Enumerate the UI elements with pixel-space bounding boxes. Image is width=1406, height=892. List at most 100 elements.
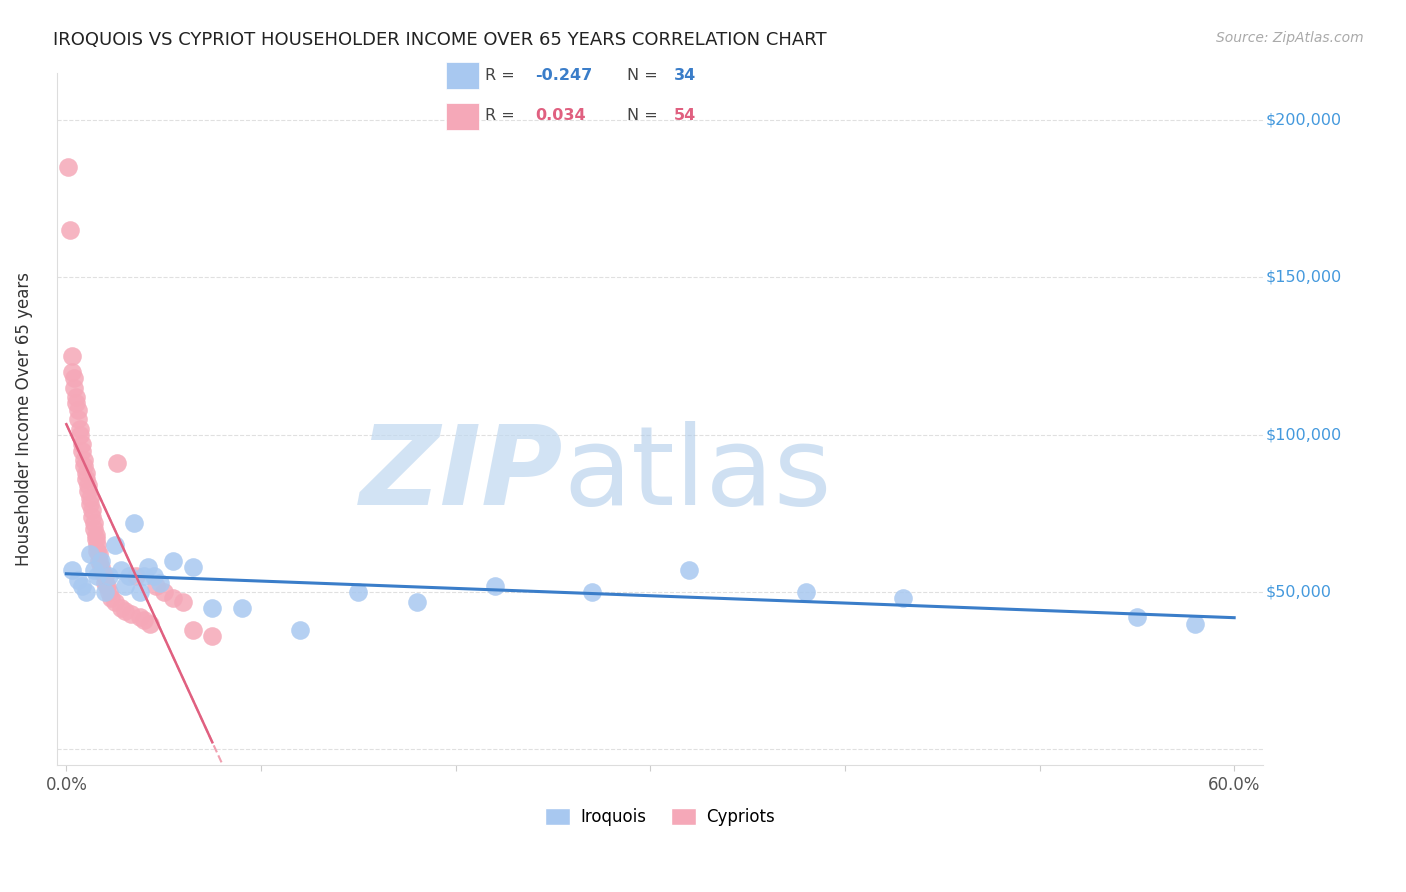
- Point: [162, 554, 184, 568]
- Point: [181, 560, 204, 574]
- Point: [73, 459, 96, 474]
- Point: [83, 516, 105, 530]
- Text: ZIP: ZIP: [360, 421, 564, 528]
- Point: [100, 591, 122, 606]
- Point: [405, 594, 427, 608]
- Point: [98, 585, 121, 599]
- Text: 54: 54: [673, 108, 696, 123]
- Point: [114, 604, 136, 618]
- Point: [149, 575, 172, 590]
- Point: [65, 396, 87, 410]
- Point: [142, 569, 165, 583]
- Point: [105, 456, 128, 470]
- Point: [58, 161, 80, 175]
- Point: [79, 491, 101, 505]
- Point: [145, 579, 167, 593]
- Point: [110, 563, 132, 577]
- Point: [83, 522, 105, 536]
- Point: [104, 538, 127, 552]
- Point: [89, 547, 111, 561]
- Y-axis label: Householder Income Over 65 years: Householder Income Over 65 years: [15, 272, 32, 566]
- Point: [80, 503, 103, 517]
- Point: [794, 585, 817, 599]
- Point: [484, 579, 506, 593]
- Point: [181, 623, 204, 637]
- Point: [69, 421, 91, 435]
- Text: R =: R =: [485, 108, 520, 123]
- Point: [162, 591, 184, 606]
- Text: 0.034: 0.034: [534, 108, 586, 123]
- Point: [75, 472, 97, 486]
- Text: atlas: atlas: [564, 421, 832, 528]
- Bar: [446, 62, 479, 89]
- Point: [60, 563, 83, 577]
- Text: IROQUOIS VS CYPRIOT HOUSEHOLDER INCOME OVER 65 YEARS CORRELATION CHART: IROQUOIS VS CYPRIOT HOUSEHOLDER INCOME O…: [53, 31, 827, 49]
- Point: [347, 585, 370, 599]
- Point: [66, 412, 89, 426]
- Point: [60, 365, 83, 379]
- Point: [66, 573, 89, 587]
- Point: [84, 532, 107, 546]
- Point: [125, 569, 148, 583]
- Point: [581, 585, 603, 599]
- Point: [117, 569, 139, 583]
- Point: [79, 497, 101, 511]
- Point: [201, 629, 224, 643]
- Point: [90, 554, 112, 568]
- Text: $50,000: $50,000: [1265, 584, 1331, 599]
- Point: [104, 594, 127, 608]
- Point: [80, 509, 103, 524]
- Point: [96, 579, 118, 593]
- Point: [231, 600, 253, 615]
- Point: [75, 466, 97, 480]
- Point: [83, 563, 105, 577]
- Point: [79, 547, 101, 561]
- Point: [76, 484, 98, 499]
- Point: [129, 610, 152, 624]
- Point: [76, 478, 98, 492]
- Point: [114, 579, 136, 593]
- Point: [70, 437, 93, 451]
- Text: 34: 34: [673, 68, 696, 83]
- Point: [73, 453, 96, 467]
- Text: $200,000: $200,000: [1265, 112, 1341, 128]
- Text: Source: ZipAtlas.com: Source: ZipAtlas.com: [1216, 31, 1364, 45]
- Text: N =: N =: [627, 108, 664, 123]
- Text: $100,000: $100,000: [1265, 427, 1341, 442]
- Text: -0.247: -0.247: [534, 68, 592, 83]
- Point: [134, 569, 156, 583]
- Point: [75, 585, 97, 599]
- Point: [63, 371, 86, 385]
- Point: [86, 569, 108, 583]
- Text: R =: R =: [485, 68, 520, 83]
- Point: [70, 579, 93, 593]
- Point: [90, 560, 112, 574]
- Point: [136, 560, 159, 574]
- Point: [86, 538, 108, 552]
- Point: [120, 607, 142, 622]
- Point: [66, 402, 89, 417]
- Point: [1126, 610, 1149, 624]
- Point: [139, 616, 162, 631]
- Point: [152, 585, 174, 599]
- Point: [94, 575, 117, 590]
- Point: [129, 585, 152, 599]
- Point: [98, 569, 121, 583]
- Point: [69, 427, 91, 442]
- Point: [60, 349, 83, 363]
- Point: [65, 390, 87, 404]
- Point: [94, 569, 117, 583]
- Point: [63, 381, 86, 395]
- Point: [891, 591, 914, 606]
- Text: N =: N =: [627, 68, 664, 83]
- Point: [288, 623, 311, 637]
- Point: [172, 594, 194, 608]
- Point: [89, 554, 111, 568]
- Point: [59, 223, 82, 237]
- Point: [84, 528, 107, 542]
- Bar: [446, 103, 479, 130]
- Point: [94, 585, 117, 599]
- Point: [201, 600, 224, 615]
- Legend: Iroquois, Cypriots: Iroquois, Cypriots: [538, 802, 782, 833]
- Point: [91, 566, 114, 581]
